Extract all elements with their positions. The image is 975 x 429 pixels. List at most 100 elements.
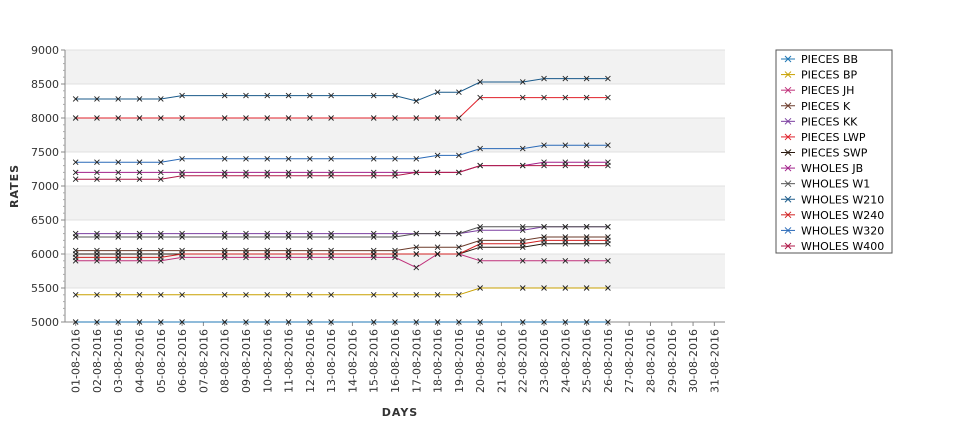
data-point-pieces-lwp bbox=[328, 115, 334, 121]
data-point-pieces-lwp bbox=[243, 115, 249, 121]
y-axis-title: RATES bbox=[8, 164, 21, 208]
data-point-pieces-bb bbox=[541, 319, 547, 325]
legend-item-wholes-w400: WHOLES W400 bbox=[781, 240, 884, 253]
data-point-wholes-w320 bbox=[519, 145, 526, 152]
data-point-wholes-w1 bbox=[136, 234, 143, 240]
data-point-wholes-w1 bbox=[221, 234, 228, 240]
data-point-pieces-lwp bbox=[307, 115, 313, 121]
data-point-wholes-w400 bbox=[456, 169, 462, 176]
data-point-wholes-w240 bbox=[243, 251, 249, 257]
data-point-wholes-w240 bbox=[541, 237, 547, 244]
legend-label: WHOLES W400 bbox=[801, 240, 884, 253]
data-point-pieces-bp bbox=[519, 285, 526, 291]
data-point-wholes-w240 bbox=[413, 251, 420, 257]
data-point-pieces-bp bbox=[434, 291, 441, 298]
data-point-wholes-w400 bbox=[264, 172, 271, 179]
data-point-pieces-bp bbox=[264, 291, 271, 298]
data-point-wholes-w320 bbox=[434, 152, 441, 159]
y-tick-label: 8500 bbox=[31, 78, 59, 91]
data-point-wholes-w320 bbox=[307, 155, 313, 162]
data-point-pieces-bp bbox=[413, 291, 420, 298]
x-tick-label: 17-08-2016 bbox=[410, 329, 423, 393]
legend: PIECES BB PIECES BP PIECES JH PIECES K PIECE… bbox=[775, 49, 893, 254]
data-point-wholes-w210 bbox=[136, 96, 143, 102]
legend-item-wholes-w210: WHOLES W210 bbox=[781, 193, 884, 206]
data-point-wholes-w240 bbox=[94, 254, 100, 261]
data-point-wholes-w240 bbox=[264, 251, 271, 257]
data-point-wholes-w400 bbox=[157, 176, 164, 183]
legend-item-pieces-bp: PIECES BP bbox=[781, 69, 857, 82]
data-point-wholes-w1 bbox=[328, 234, 334, 240]
legend-item-pieces-lwp: PIECES LWP bbox=[781, 131, 866, 144]
data-point-wholes-w240 bbox=[179, 251, 185, 257]
data-point-pieces-lwp bbox=[285, 115, 292, 121]
data-point-pieces-bb bbox=[72, 319, 79, 325]
y-tick-label: 9000 bbox=[31, 44, 59, 57]
data-point-pieces-bp bbox=[136, 291, 143, 298]
data-point-wholes-w400 bbox=[519, 162, 526, 169]
data-point-wholes-w1 bbox=[519, 223, 526, 230]
data-point-wholes-w320 bbox=[243, 155, 249, 162]
legend-item-pieces-bb: PIECES BB bbox=[781, 53, 858, 66]
x-tick-label: 13-08-2016 bbox=[325, 329, 338, 393]
data-point-pieces-bp bbox=[456, 291, 462, 298]
data-point-wholes-w210 bbox=[477, 79, 483, 85]
data-point-wholes-w210 bbox=[94, 96, 100, 102]
data-point-wholes-w400 bbox=[434, 169, 441, 176]
x-tick-label: 29-08-2016 bbox=[666, 329, 679, 393]
data-point-wholes-w210 bbox=[285, 92, 292, 99]
data-point-wholes-w210 bbox=[434, 89, 441, 95]
data-point-pieces-jh bbox=[583, 257, 590, 264]
data-point-wholes-w320 bbox=[285, 155, 292, 162]
data-point-wholes-w210 bbox=[115, 96, 122, 102]
data-point-wholes-w210 bbox=[307, 92, 313, 99]
legend-label: WHOLES W320 bbox=[801, 224, 884, 237]
y-tick-label: 6500 bbox=[31, 214, 59, 227]
data-point-pieces-bb bbox=[392, 319, 398, 325]
data-point-wholes-w210 bbox=[519, 79, 526, 85]
legend-label: PIECES KK bbox=[801, 115, 858, 128]
data-point-pieces-lwp bbox=[477, 94, 483, 101]
data-point-wholes-w1 bbox=[583, 223, 590, 230]
legend-label: PIECES K bbox=[801, 100, 851, 113]
data-point-wholes-w240 bbox=[583, 237, 590, 244]
data-point-pieces-bp bbox=[307, 291, 313, 298]
data-point-wholes-w210 bbox=[605, 75, 611, 82]
data-point-wholes-jb bbox=[72, 169, 79, 176]
data-point-pieces-lwp bbox=[456, 115, 462, 121]
data-point-wholes-w240 bbox=[392, 251, 398, 257]
data-point-pieces-bb bbox=[179, 319, 185, 325]
data-point-wholes-w400 bbox=[583, 162, 590, 169]
data-point-wholes-w1 bbox=[285, 234, 292, 240]
data-point-pieces-bb bbox=[157, 319, 164, 325]
data-point-wholes-w400 bbox=[221, 172, 228, 179]
data-point-pieces-jh bbox=[477, 257, 483, 264]
x-tick-label: 01-08-2016 bbox=[70, 329, 83, 393]
data-point-pieces-bb bbox=[434, 319, 441, 325]
data-point-wholes-w240 bbox=[157, 254, 164, 261]
data-point-wholes-jb bbox=[157, 169, 164, 176]
data-point-pieces-bp bbox=[243, 291, 249, 298]
data-point-wholes-w400 bbox=[477, 162, 483, 169]
data-point-wholes-w400 bbox=[179, 172, 185, 179]
data-point-wholes-w1 bbox=[605, 223, 611, 230]
plot-band bbox=[65, 118, 725, 152]
data-point-wholes-w400 bbox=[562, 162, 569, 169]
data-point-pieces-bb bbox=[519, 319, 526, 325]
data-point-wholes-w240 bbox=[307, 251, 313, 257]
data-point-wholes-w210 bbox=[541, 75, 547, 82]
data-point-wholes-w210 bbox=[221, 92, 228, 99]
data-point-wholes-w400 bbox=[370, 172, 377, 179]
data-point-pieces-bp bbox=[605, 285, 611, 291]
legend-item-wholes-w240: WHOLES W240 bbox=[781, 209, 884, 222]
data-point-wholes-jb bbox=[136, 169, 143, 176]
data-point-pieces-bb bbox=[583, 319, 590, 325]
data-point-wholes-w1 bbox=[307, 234, 313, 240]
legend-label: PIECES BP bbox=[801, 69, 857, 82]
y-tick-label: 8000 bbox=[31, 112, 59, 125]
x-axis: 01-08-2016 02-08-2016 03-08-2016 04-08-2016… bbox=[65, 321, 725, 393]
data-point-pieces-lwp bbox=[136, 115, 143, 121]
data-point-wholes-w210 bbox=[264, 92, 271, 99]
data-point-pieces-bp bbox=[94, 291, 100, 298]
